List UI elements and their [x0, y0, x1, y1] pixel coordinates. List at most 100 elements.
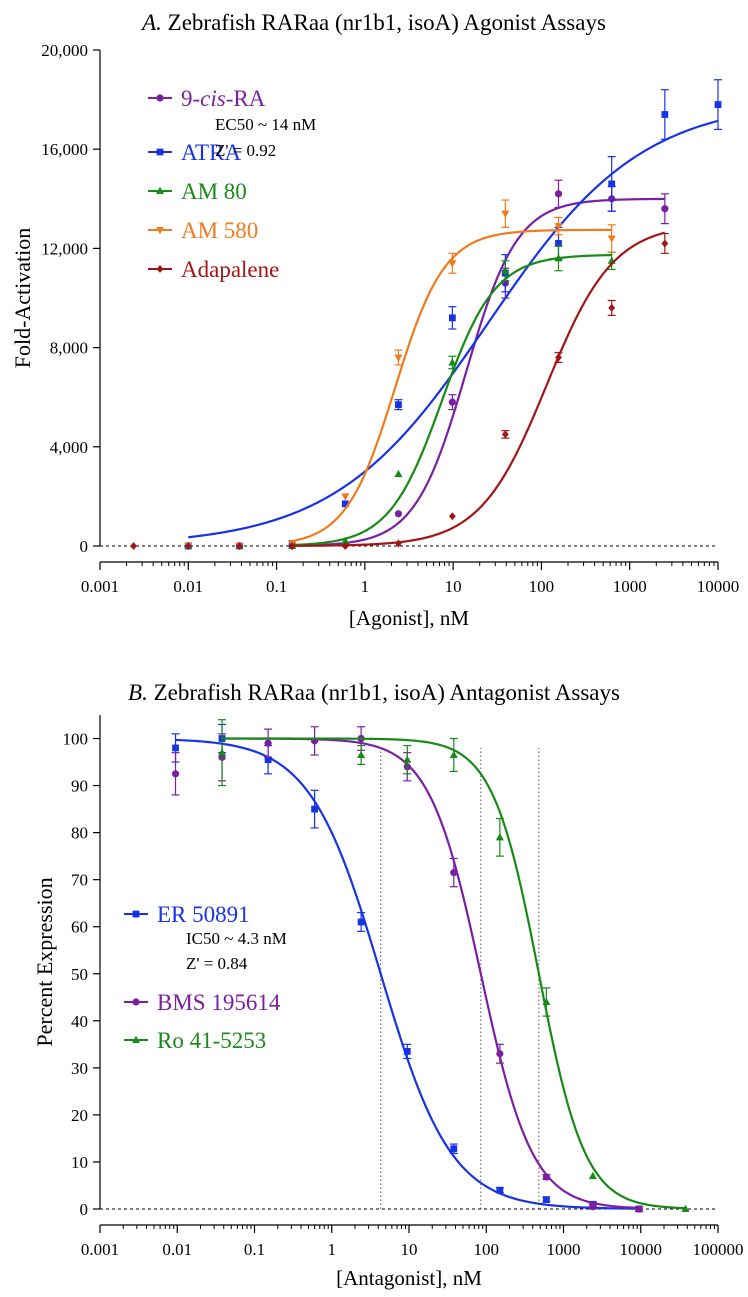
legend-marker — [156, 94, 164, 102]
x-tick-label: 10 — [401, 1240, 418, 1259]
legend-entry: Adapalene — [181, 257, 279, 282]
data-point — [394, 469, 403, 478]
data-point — [403, 1047, 411, 1055]
legend-marker — [156, 186, 164, 194]
data-point — [495, 833, 504, 841]
stat-annotation: Z' = 0.92 — [215, 141, 276, 160]
data-point — [661, 239, 669, 248]
data-point — [171, 770, 180, 778]
y-tick-label: 0 — [80, 1200, 89, 1219]
legend-name-part: -RA — [226, 86, 266, 111]
data-point — [496, 1050, 504, 1058]
x-tick-label: 10000 — [697, 577, 740, 596]
data-point — [554, 223, 563, 231]
x-tick-label: 100 — [529, 577, 555, 596]
y-tick-label: 4,000 — [50, 438, 88, 457]
x-tick-label: 1000 — [547, 1240, 581, 1259]
data-point — [714, 101, 722, 108]
data-point — [501, 210, 510, 218]
legend-marker — [156, 148, 164, 156]
fit-curve — [175, 738, 640, 1210]
fit-curve — [292, 231, 666, 547]
data-point — [288, 542, 296, 550]
x-tick-label: 1 — [328, 1240, 337, 1259]
data-point — [448, 260, 457, 268]
data-point — [542, 997, 551, 1005]
agonist-assay-panel: A. Zebrafish RARaa (nr1b1, isoA) Agonist… — [10, 10, 739, 630]
y-tick-label: 70 — [71, 871, 88, 890]
data-point — [661, 111, 669, 118]
legend-marker — [156, 265, 164, 273]
stat-annotation: IC50 ~ 4.3 nM — [186, 929, 287, 948]
data-point — [588, 1171, 597, 1180]
y-tick-label: 60 — [71, 918, 88, 937]
data-point — [218, 748, 227, 756]
data-point — [554, 254, 563, 262]
legend-marker — [132, 1035, 140, 1043]
data-point — [341, 493, 350, 501]
x-tick-label: 1 — [361, 577, 370, 596]
x-tick-label: 0.001 — [81, 1240, 119, 1259]
data-point — [341, 536, 350, 545]
x-axis-label: [Antagonist], nM — [336, 1266, 482, 1290]
stat-annotation: Z' = 0.84 — [186, 954, 248, 973]
x-tick-label: 10000 — [620, 1240, 663, 1259]
data-point — [357, 750, 366, 758]
data-point — [395, 539, 402, 548]
chart-title-letter: A. — [140, 10, 162, 35]
x-tick-label: 0.1 — [266, 577, 287, 596]
x-tick-label: 0.01 — [162, 1240, 192, 1259]
y-tick-label: 40 — [71, 1012, 88, 1031]
data-point — [589, 1203, 597, 1211]
chart-title-text: Zebrafish RARaa (nr1b1, isoA) Antagonist… — [148, 680, 620, 705]
data-point — [184, 542, 192, 550]
data-point — [501, 430, 509, 439]
data-point — [172, 744, 179, 752]
legend-marker — [132, 998, 140, 1006]
data-point — [681, 1204, 690, 1212]
legend-entry: AM 80 — [181, 179, 247, 204]
y-tick-label: 100 — [63, 730, 89, 749]
data-point — [608, 180, 616, 188]
data-point — [130, 542, 137, 550]
x-tick-label: 1000 — [613, 577, 647, 596]
data-point — [450, 869, 458, 877]
y-tick-label: 90 — [71, 777, 88, 796]
legend-name-part: cis — [200, 86, 226, 111]
y-tick-label: 20 — [71, 1106, 88, 1125]
fit-curve — [222, 737, 640, 1210]
legend-name-part: 9- — [181, 86, 200, 111]
data-point — [341, 500, 349, 508]
chart-title-letter: B. — [128, 680, 148, 705]
x-tick-label: 10 — [445, 577, 462, 596]
data-point — [394, 354, 403, 362]
legend-marker — [132, 910, 140, 918]
data-point — [501, 266, 510, 274]
data-point — [608, 303, 616, 312]
data-point — [542, 1196, 550, 1203]
data-point — [554, 190, 563, 198]
chart-title: B. Zebrafish RARaa (nr1b1, isoA) Antagon… — [128, 680, 620, 705]
data-point — [311, 805, 319, 813]
fit-curve — [222, 737, 686, 1210]
data-point — [403, 755, 412, 763]
legend-entry: AM 580 — [181, 218, 258, 243]
y-tick-label: 20,000 — [41, 41, 88, 60]
legend-entry: 9-cis-RA — [181, 86, 266, 111]
y-tick-label: 50 — [71, 965, 88, 984]
fit-curve — [291, 228, 612, 543]
antagonist-assay-panel: B. Zebrafish RARaa (nr1b1, isoA) Antagon… — [32, 680, 744, 1290]
chart-title: A. Zebrafish RARaa (nr1b1, isoA) Agonist… — [140, 10, 606, 35]
data-point — [555, 240, 562, 247]
data-point — [450, 1145, 458, 1153]
chart-title-text: Zebrafish RARaa (nr1b1, isoA) Agonist As… — [162, 10, 606, 35]
data-point — [264, 756, 272, 764]
data-point — [542, 1173, 550, 1181]
data-point — [448, 512, 456, 521]
data-point — [635, 1205, 643, 1213]
x-axis-label: [Agonist], nM — [349, 606, 469, 630]
data-point — [449, 750, 458, 758]
y-axis-label: Fold-Activation — [10, 228, 35, 369]
data-point — [496, 1186, 504, 1194]
x-tick-label: 0.1 — [244, 1240, 265, 1259]
